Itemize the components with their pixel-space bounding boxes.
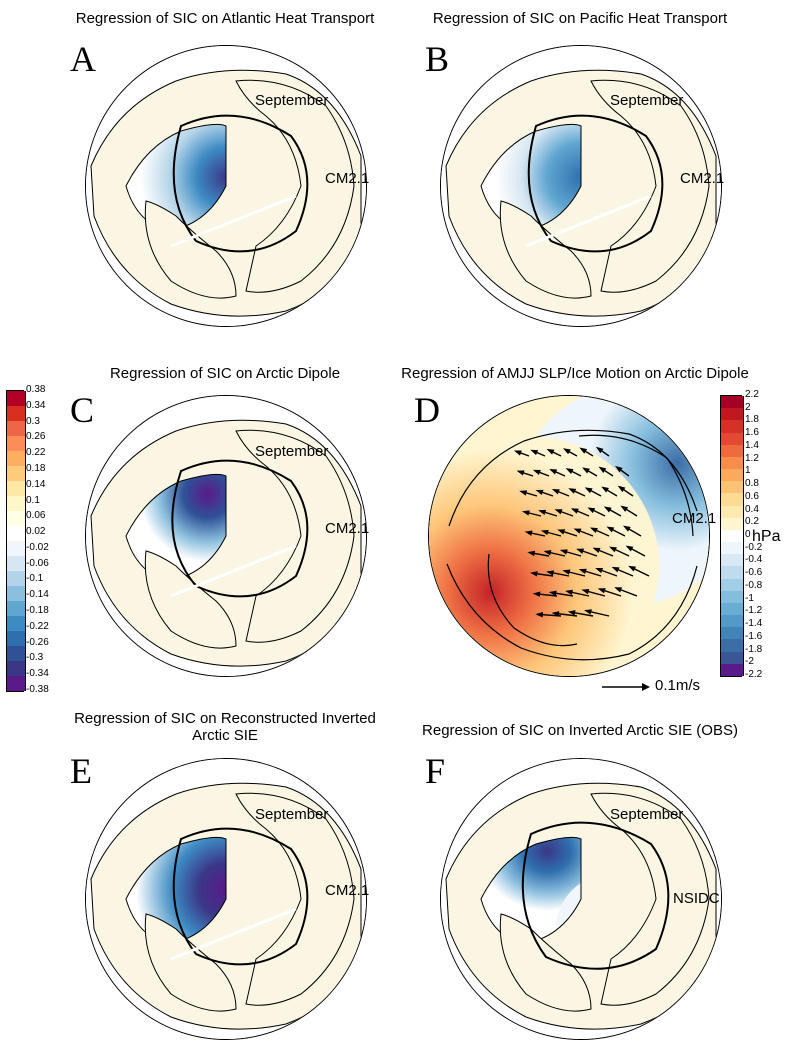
slp-colorbar-unit: hPa xyxy=(752,528,780,546)
panel-E-month: September xyxy=(255,806,328,823)
panel-C-letter: C xyxy=(70,389,94,431)
panel-F-letter: F xyxy=(425,750,445,792)
panel-B-model: CM2.1 xyxy=(680,170,724,187)
panel-F-month: September xyxy=(610,806,683,823)
panel-D-model: CM2.1 xyxy=(672,510,716,527)
panel-E-map xyxy=(85,758,367,1040)
panel-A: Regression of SIC on Atlantic Heat Trans… xyxy=(60,10,390,340)
panel-D: Regression of AMJJ SLP/Ice Motion on Arc… xyxy=(400,365,780,705)
panel-E-letter: E xyxy=(70,750,92,792)
vector-legend-arrow xyxy=(600,680,650,694)
panel-C-month: September xyxy=(255,443,328,460)
panel-E-model: CM2.1 xyxy=(325,882,369,899)
panel-B-letter: B xyxy=(425,38,449,80)
panel-B: Regression of SIC on Pacific Heat Transp… xyxy=(415,10,745,340)
panel-C-model: CM2.1 xyxy=(325,520,369,537)
panel-E: Regression of SIC on Reconstructed Inver… xyxy=(60,710,390,1050)
panel-C-title: Regression of SIC on Arctic Dipole xyxy=(60,365,390,382)
panel-A-model: CM2.1 xyxy=(325,170,369,187)
panel-B-month: September xyxy=(610,92,683,109)
panel-D-title: Regression of AMJJ SLP/Ice Motion on Arc… xyxy=(400,365,750,382)
slp-colorbar: 2.221.81.61.41.210.80.60.40.20-0.2-0.4-0… xyxy=(720,395,742,675)
panel-D-letter: D xyxy=(414,389,440,431)
panel-F-model: NSIDC xyxy=(673,890,720,907)
sic-colorbar: 0.380.340.30.260.220.180.140.10.060.02-0… xyxy=(6,390,24,690)
panel-A-month: September xyxy=(255,92,328,109)
panel-F: Regression of SIC on Inverted Arctic SIE… xyxy=(415,710,745,1050)
panel-D-map xyxy=(428,395,710,677)
panel-F-title: Regression of SIC on Inverted Arctic SIE… xyxy=(415,722,745,739)
figure-root: 0.380.340.30.260.220.180.140.10.060.02-0… xyxy=(0,0,796,1056)
panel-E-title: Regression of SIC on Reconstructed Inver… xyxy=(60,710,390,745)
panel-A-letter: A xyxy=(70,38,96,80)
panel-B-title: Regression of SIC on Pacific Heat Transp… xyxy=(415,10,745,27)
vector-legend-label: 0.1m/s xyxy=(655,677,700,694)
panel-A-title: Regression of SIC on Atlantic Heat Trans… xyxy=(60,10,390,27)
panel-C: Regression of SIC on Arctic Dipole C xyxy=(60,365,390,705)
